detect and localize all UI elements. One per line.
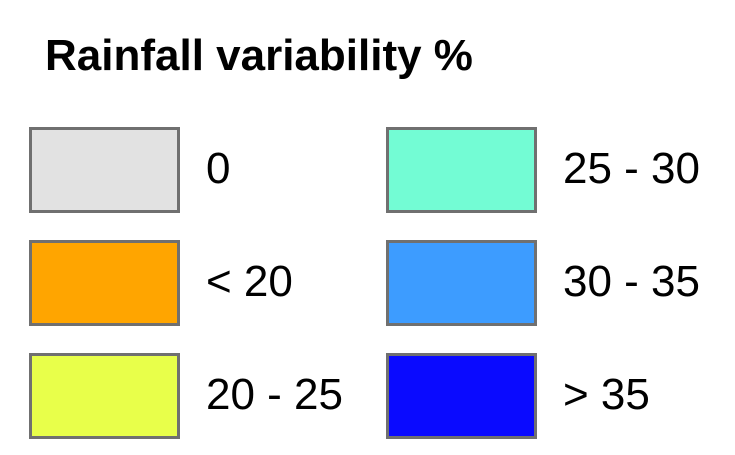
legend-item-lt-20: < 20	[29, 240, 374, 326]
legend-swatch	[29, 240, 180, 326]
legend-label: 30 - 35	[563, 257, 700, 306]
legend-label: 25 - 30	[563, 144, 700, 193]
legend-label: 0	[206, 144, 231, 193]
legend-swatch	[386, 353, 537, 439]
legend-swatch	[29, 127, 180, 213]
legend-item-30-35: 30 - 35	[386, 240, 731, 326]
legend-swatch	[386, 240, 537, 326]
legend-item-0: 0	[29, 127, 374, 213]
legend-swatch	[29, 353, 180, 439]
legend-label: < 20	[206, 257, 293, 306]
legend-label: 20 - 25	[206, 370, 343, 419]
legend-swatch	[386, 127, 537, 213]
legend-item-20-25: 20 - 25	[29, 353, 374, 439]
legend-label: > 35	[563, 370, 650, 419]
legend-title: Rainfall variability %	[45, 31, 473, 80]
legend-item-gt-35: > 35	[386, 353, 731, 439]
legend-item-25-30: 25 - 30	[386, 127, 731, 213]
